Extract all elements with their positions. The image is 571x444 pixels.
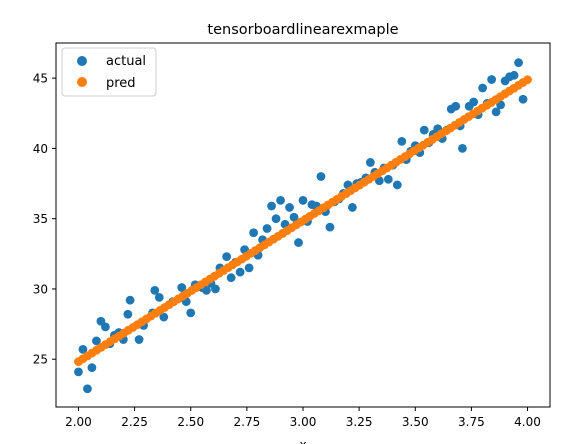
- actual-point: [262, 224, 272, 233]
- x-tick-label: 3.25: [346, 415, 373, 429]
- actual-point: [518, 94, 528, 104]
- actual-point: [244, 263, 254, 273]
- x-tick-label: 2.25: [121, 415, 148, 429]
- actual-point: [289, 212, 299, 222]
- actual-point: [83, 384, 92, 394]
- actual-point: [267, 201, 276, 211]
- actual-point: [125, 295, 135, 305]
- pred-point: [523, 75, 532, 85]
- actual-point: [383, 174, 393, 184]
- actual-point: [365, 158, 375, 167]
- actual-point: [509, 70, 519, 80]
- legend-marker-actual: [77, 56, 87, 66]
- y-tick-label: 45: [33, 72, 48, 86]
- actual-point: [92, 336, 101, 346]
- actual-point: [298, 196, 308, 205]
- legend: actual pred: [61, 47, 157, 97]
- actual-point: [74, 367, 83, 377]
- y-tick-label: 30: [33, 282, 48, 296]
- actual-point: [392, 180, 402, 190]
- actual-point: [514, 58, 523, 68]
- actual-point: [154, 292, 164, 302]
- x-tick-label: 2.75: [234, 415, 261, 429]
- legend-label-pred: pred: [106, 76, 136, 91]
- actual-point: [134, 335, 144, 344]
- actual-point: [78, 344, 88, 354]
- actual-point: [491, 107, 501, 117]
- actual-point: [458, 144, 467, 153]
- actual-point: [397, 136, 407, 146]
- y-tick-label: 35: [33, 212, 48, 226]
- actual-point: [226, 273, 236, 283]
- x-tick-label: 4.00: [514, 415, 541, 429]
- plot-marks: [74, 58, 532, 394]
- x-tick-label: 3.75: [458, 415, 485, 429]
- actual-point: [87, 363, 97, 373]
- actual-point: [249, 228, 258, 238]
- actual-point: [222, 252, 232, 262]
- actual-point: [150, 285, 160, 295]
- actual-point: [211, 284, 220, 294]
- actual-point: [478, 83, 488, 93]
- actual-point: [325, 222, 335, 232]
- actual-point: [186, 308, 196, 318]
- actual-point: [294, 238, 303, 247]
- actual-point: [469, 97, 479, 107]
- actual-point: [177, 283, 187, 292]
- x-axis: 2.00 2.25 2.50 2.75 3.00 3.25 3.50 3.75 4.00: [65, 407, 541, 429]
- actual-point: [451, 101, 461, 111]
- y-tick-label: 25: [33, 353, 48, 367]
- x-tick-label: 2.50: [177, 415, 204, 429]
- legend-marker-pred: [77, 77, 87, 87]
- actual-point: [202, 285, 211, 295]
- actual-point: [101, 322, 110, 332]
- actual-point: [285, 203, 294, 212]
- y-tick-label: 40: [33, 142, 48, 156]
- chart-title: tensorboardlinearexmaple: [207, 22, 398, 38]
- actual-point: [419, 125, 429, 135]
- actual-point: [487, 75, 497, 84]
- actual-point: [159, 312, 169, 322]
- actual-point: [276, 196, 285, 205]
- x-tick-label: 2.00: [65, 415, 92, 429]
- actual-point: [271, 214, 281, 224]
- actual-point: [316, 172, 326, 181]
- x-tick-label: 3.50: [402, 415, 429, 429]
- actual-point: [348, 203, 357, 212]
- y-axis: 25 30 35 40 45: [33, 72, 56, 367]
- x-axis-label: x: [299, 438, 306, 444]
- actual-point: [123, 309, 133, 319]
- x-tick-label: 3.00: [290, 415, 317, 429]
- legend-label-actual: actual: [106, 54, 146, 69]
- actual-point: [235, 267, 245, 277]
